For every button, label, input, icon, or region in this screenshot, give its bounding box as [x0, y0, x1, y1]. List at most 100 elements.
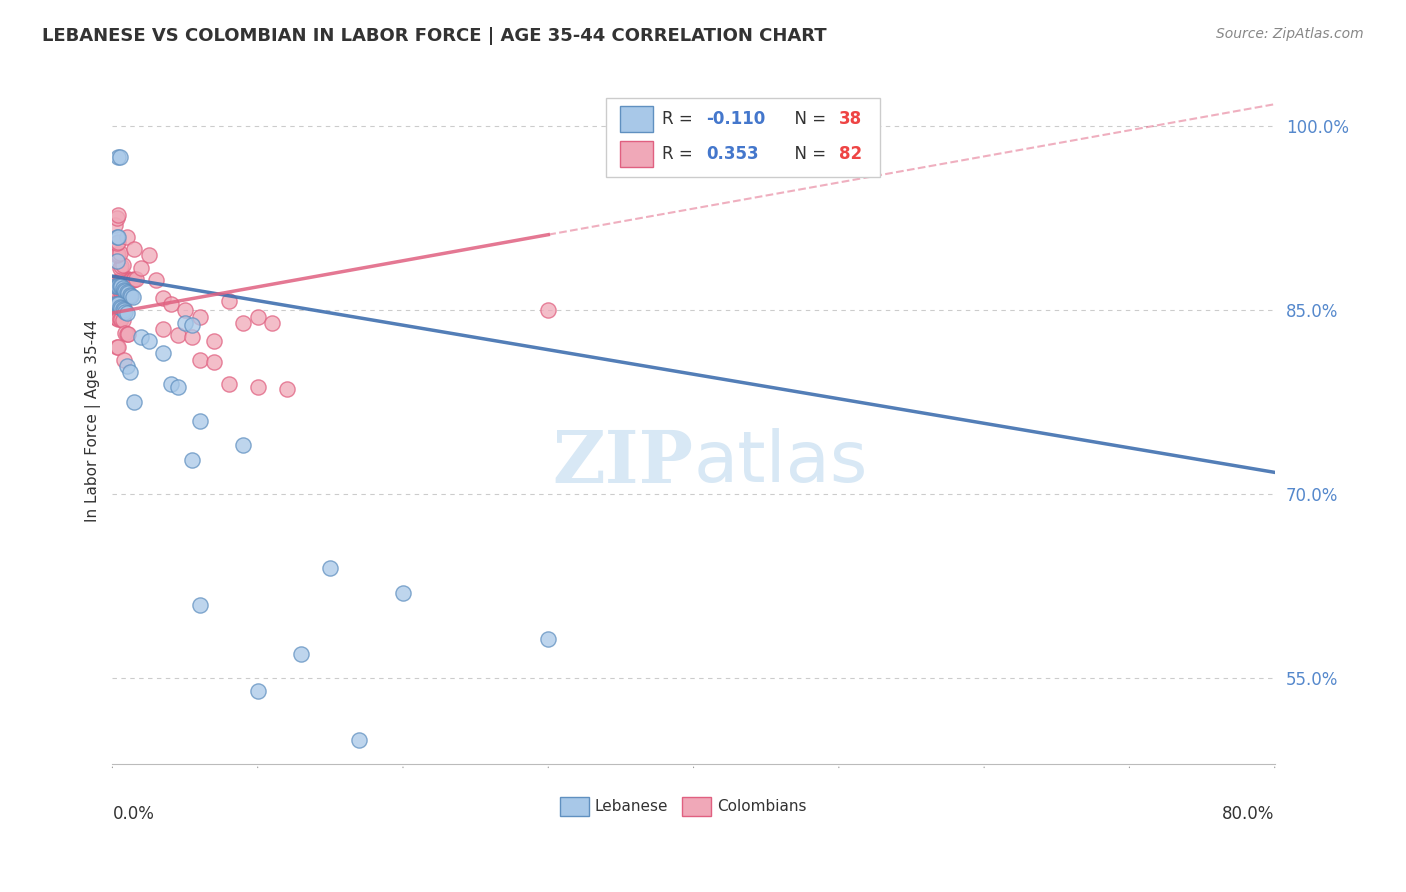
Point [112, 283, 135, 297]
Point [112, 303, 135, 318]
Point [188, 414, 211, 428]
Point [145, 273, 167, 287]
Point [246, 683, 269, 698]
Text: -0.110: -0.110 [706, 111, 766, 128]
Point [246, 310, 269, 324]
Point [104, 310, 127, 324]
Point [174, 303, 197, 318]
Point [107, 299, 129, 313]
Point [115, 285, 138, 299]
Point [111, 285, 134, 299]
Point [110, 279, 132, 293]
Y-axis label: In Labor Force | Age 35-44: In Labor Force | Age 35-44 [86, 319, 101, 522]
Point [115, 306, 138, 320]
Point [107, 230, 129, 244]
Point [117, 271, 139, 285]
Point [105, 297, 128, 311]
Point [120, 289, 142, 303]
Point [115, 271, 138, 285]
Point [110, 273, 132, 287]
Point [108, 299, 131, 313]
Point [117, 287, 139, 301]
Point [181, 453, 204, 467]
Point [104, 218, 127, 232]
Point [112, 301, 135, 315]
Point [108, 284, 131, 298]
Point [152, 291, 174, 305]
Text: LEBANESE VS COLOMBIAN IN LABOR FORCE | AGE 35-44 CORRELATION CHART: LEBANESE VS COLOMBIAN IN LABOR FORCE | A… [42, 27, 827, 45]
Point [110, 300, 132, 314]
FancyBboxPatch shape [620, 141, 652, 167]
Point [682, 120, 704, 134]
FancyBboxPatch shape [682, 797, 711, 816]
Point [105, 248, 128, 262]
Point [111, 258, 134, 272]
Point [202, 355, 225, 369]
Point [392, 585, 415, 599]
Text: Colombians: Colombians [717, 798, 806, 814]
Point [111, 302, 134, 317]
Point [246, 379, 269, 393]
Point [112, 352, 135, 367]
Text: 82: 82 [839, 145, 862, 162]
Point [118, 273, 141, 287]
Point [537, 303, 560, 318]
Point [111, 273, 134, 287]
Point [111, 281, 134, 295]
Point [107, 279, 129, 293]
Text: R =: R = [662, 111, 699, 128]
Point [152, 346, 174, 360]
Point [104, 297, 127, 311]
Point [108, 279, 131, 293]
Point [114, 326, 136, 340]
Text: 80.0%: 80.0% [1222, 805, 1275, 823]
Point [115, 326, 138, 341]
Point [188, 598, 211, 612]
Point [103, 279, 125, 293]
Point [152, 322, 174, 336]
Point [108, 312, 131, 326]
Text: atlas: atlas [693, 427, 868, 497]
Point [112, 271, 135, 285]
Point [110, 284, 132, 298]
Point [105, 285, 128, 299]
Point [108, 150, 131, 164]
Point [105, 230, 128, 244]
Point [114, 304, 136, 318]
Point [108, 245, 131, 260]
Point [105, 310, 128, 325]
Point [107, 312, 129, 326]
Point [218, 293, 240, 308]
Point [349, 732, 371, 747]
Point [107, 274, 129, 288]
Point [122, 395, 145, 409]
Point [108, 300, 131, 314]
Point [131, 260, 153, 275]
Point [218, 377, 240, 392]
Point [122, 242, 145, 256]
Point [188, 352, 211, 367]
Point [166, 379, 188, 393]
Point [118, 287, 141, 301]
Point [232, 316, 254, 330]
Point [131, 330, 153, 344]
Point [202, 334, 225, 348]
Point [105, 254, 128, 268]
Point [121, 273, 143, 287]
Point [138, 248, 160, 262]
Point [107, 150, 129, 164]
Text: Source: ZipAtlas.com: Source: ZipAtlas.com [1216, 27, 1364, 41]
Point [108, 274, 131, 288]
Point [276, 382, 298, 396]
Point [107, 340, 129, 354]
Point [110, 312, 132, 326]
Text: N =: N = [785, 145, 831, 162]
Point [118, 287, 141, 301]
Point [232, 438, 254, 452]
Point [105, 211, 128, 226]
Point [159, 297, 181, 311]
Point [104, 277, 127, 291]
FancyBboxPatch shape [620, 106, 652, 132]
Point [107, 297, 129, 311]
Point [537, 632, 560, 647]
